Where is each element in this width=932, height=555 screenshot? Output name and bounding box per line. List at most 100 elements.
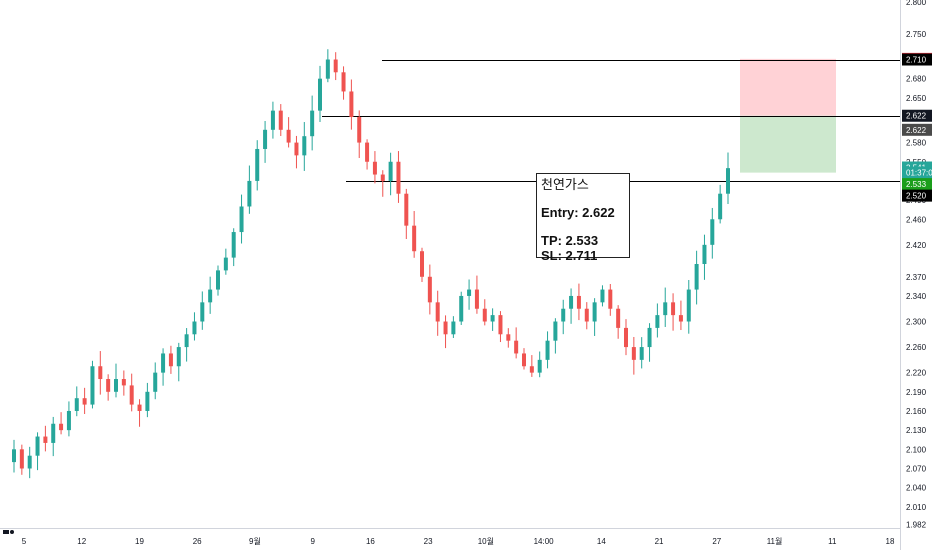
time-tick-label: 5 [22, 537, 27, 546]
time-tick-label: 14 [597, 537, 606, 546]
price-tick-label: 2.160 [906, 407, 927, 416]
candle-body [671, 302, 676, 316]
price-tick-label: 2.800 [906, 0, 927, 7]
candle-body [404, 193, 409, 226]
candle-body [678, 315, 683, 322]
candle-body [98, 366, 103, 380]
candle-body [263, 129, 268, 149]
candle-body [474, 289, 479, 309]
time-tick-label: 26 [193, 537, 202, 546]
candle-body [74, 398, 79, 411]
time-tick-label: 21 [655, 537, 664, 546]
time-tick-label: 27 [712, 537, 721, 546]
candle-body [216, 270, 220, 290]
price-tick-label: 2.070 [906, 464, 927, 473]
note-title: 천연가스 [541, 177, 589, 192]
candle-body [576, 295, 581, 309]
price-tick-label: 2.460 [906, 215, 927, 224]
price-tick-label: 2.100 [906, 445, 927, 454]
price-tick-label: 2.010 [906, 503, 927, 512]
candle-body [529, 366, 534, 373]
candle-body [498, 315, 503, 335]
candle-body [121, 379, 126, 386]
candle-body [200, 302, 205, 322]
candle-body [553, 321, 558, 341]
price-tick-label: 2.750 [906, 30, 927, 39]
candle-body [114, 379, 118, 392]
candle-body [302, 136, 307, 156]
candle-body [435, 302, 440, 322]
candle-body [561, 308, 566, 322]
candle-body [349, 91, 354, 118]
note-sl: SL: 2.711 [541, 248, 598, 263]
candle-body [718, 193, 723, 220]
candle-body [686, 289, 691, 322]
candle-body [380, 174, 385, 181]
candle-body [365, 142, 370, 162]
candle-body [514, 340, 519, 354]
price-tick-label: 2.130 [906, 426, 927, 435]
price-badge-label: 2.622 [906, 112, 927, 121]
candle-body [639, 347, 644, 360]
price-badge-label: 2.710 [906, 56, 927, 65]
time-tick-label: 11 [828, 537, 837, 546]
candle-body [161, 353, 166, 373]
price-tick-label: 2.340 [906, 292, 927, 301]
risk-zone [740, 58, 836, 116]
price-axis-bg [900, 0, 932, 550]
candle-body [569, 295, 574, 309]
price-badge-label: 2.520 [906, 192, 927, 201]
candle-body [357, 117, 362, 143]
candle-body [247, 180, 252, 207]
candle-body [184, 334, 189, 348]
candle-body [631, 347, 636, 360]
note-entry: Entry: 2.622 [541, 205, 615, 220]
candle-body [137, 404, 142, 411]
price-badge-label: 2.622 [906, 126, 927, 135]
price-badge [902, 178, 932, 191]
time-tick-label: 23 [424, 537, 433, 546]
candle-body [592, 302, 597, 322]
candle-body [153, 372, 158, 392]
candle-body [624, 327, 628, 348]
candle-body [537, 359, 542, 373]
candle-body [663, 302, 668, 316]
price-tick-label: 2.650 [906, 94, 927, 103]
price-tick-label: 2.420 [906, 241, 927, 250]
candle-body [647, 327, 652, 348]
candle-body [12, 449, 16, 463]
candle-body [396, 161, 401, 194]
candle-body [459, 295, 464, 322]
time-tick-label: 9 [310, 537, 315, 546]
candle-body [82, 398, 87, 405]
time-tick-label: 12 [77, 537, 86, 546]
candle-body [372, 161, 377, 175]
candle-body [545, 340, 550, 360]
candle-body [223, 257, 228, 271]
price-badge [902, 189, 932, 202]
candle-body [702, 244, 707, 264]
candle-body [129, 385, 134, 405]
candle-body [294, 142, 299, 156]
candle-body [192, 321, 197, 335]
candle-body [310, 110, 315, 137]
candle-body [286, 129, 291, 143]
note-tp: TP: 2.533 [541, 233, 599, 248]
candle-body [616, 308, 621, 328]
price-badge-label: 2.533 [906, 180, 927, 189]
candle-body [341, 72, 346, 92]
candle-body [27, 455, 32, 469]
candle-body [467, 289, 472, 296]
candle-body [710, 219, 715, 245]
candle-body [278, 110, 283, 130]
time-tick-label: 19 [135, 537, 144, 546]
candle-body [490, 315, 495, 322]
candle-body [318, 78, 322, 111]
candle-body [208, 289, 213, 303]
candle-body [43, 436, 48, 443]
candle-body [443, 321, 448, 335]
time-tick-label: 18 [886, 537, 895, 546]
time-tick-label: 10월 [478, 536, 494, 546]
